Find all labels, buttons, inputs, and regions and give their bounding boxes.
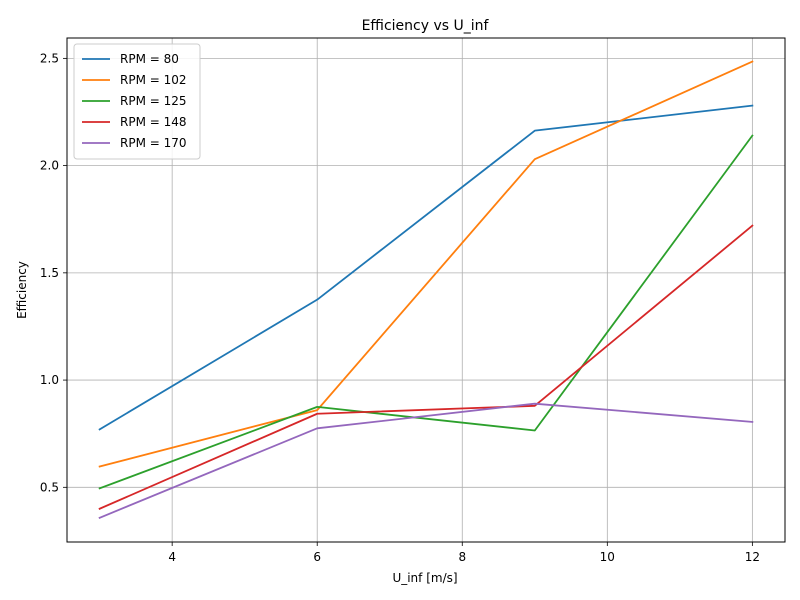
x-axis-ticks: 4 6 8 10 12 [168,542,760,564]
series-line [98,60,754,468]
legend-label: RPM = 102 [120,73,187,87]
plot-frame [66,37,786,543]
legend-label: RPM = 80 [120,52,179,66]
x-axis-label: U_inf [m/s] [392,571,457,585]
series-lines [98,60,754,519]
series-line [98,224,754,510]
legend-label: RPM = 148 [120,115,187,129]
grid [67,38,785,542]
y-tick-label: 2.5 [40,51,59,65]
y-axis-label: Efficiency [15,261,29,319]
x-tick-label: 10 [600,550,615,564]
y-tick-label: 2.0 [40,159,59,173]
x-tick-label: 6 [313,550,321,564]
x-tick-label: 12 [745,550,760,564]
series-line [98,402,754,519]
y-tick-label: 1.5 [40,266,59,280]
y-tick-label: 0.5 [40,480,59,494]
legend-box [73,43,201,160]
y-tick-label: 1.0 [40,373,59,387]
legend-label: RPM = 125 [120,94,187,108]
x-tick-label: 4 [168,550,176,564]
chart-title: Efficiency vs U_inf [362,18,490,34]
legend-label: RPM = 170 [120,136,187,150]
x-tick-label: 8 [458,550,466,564]
series-line [98,134,754,490]
legend: RPM = 80 RPM = 102 RPM = 125 RPM = 148 RPM =… [73,43,201,160]
series-line [98,104,754,431]
y-axis-ticks: 0.5 1.0 1.5 2.0 2.5 [40,51,67,494]
